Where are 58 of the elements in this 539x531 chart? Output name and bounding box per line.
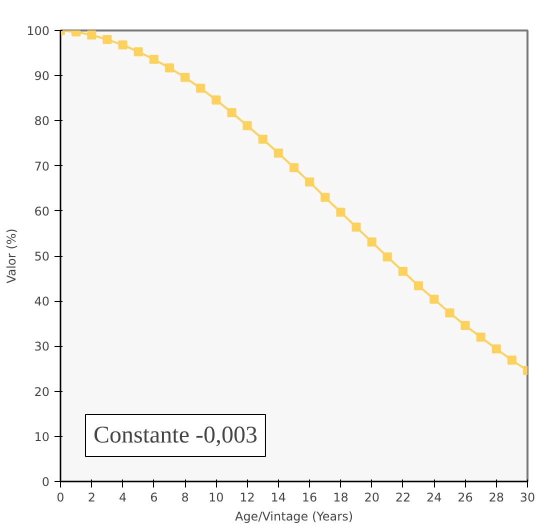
point: [258, 134, 268, 144]
x-tick-label: 8: [181, 490, 189, 504]
y-tick-label: 10: [34, 430, 50, 444]
point: [149, 54, 158, 64]
x-tick-label: 30: [520, 490, 536, 504]
point: [367, 238, 376, 247]
point: [476, 332, 486, 342]
y-tick-label: 80: [34, 114, 50, 128]
point: [164, 63, 174, 72]
y-tick-label: 20: [34, 384, 50, 399]
x-tick-label: 18: [333, 490, 348, 504]
x-tick-label: 26: [458, 490, 473, 504]
x-tick-label: 4: [118, 490, 127, 504]
y-tick-label: 50: [34, 250, 50, 264]
x-axis-title: Age/Vintage (Years): [234, 510, 354, 524]
point: [460, 320, 470, 330]
point: [118, 40, 128, 50]
point: [492, 344, 501, 354]
x-tick-label: 12: [240, 490, 255, 504]
point: [445, 308, 454, 318]
point: [87, 30, 96, 40]
y-tick-label: 60: [34, 204, 50, 218]
y-tick-label: 0: [42, 475, 50, 489]
x-tick-label: 2: [88, 490, 96, 504]
point: [305, 178, 314, 187]
point: [290, 163, 298, 172]
x-tick-label: 10: [208, 490, 224, 504]
x-tick-label: 0: [56, 490, 64, 504]
x-tick-label: 22: [395, 490, 411, 504]
point: [507, 356, 516, 365]
point: [414, 281, 424, 290]
point: [212, 95, 221, 104]
x-tick-label: 6: [150, 490, 158, 504]
y-tick-label: 70: [34, 159, 50, 174]
x-tick-label: 24: [426, 490, 442, 504]
x-tick-label: 28: [488, 490, 504, 504]
y-tick-label: 90: [34, 69, 50, 84]
x-tick-label: 20: [364, 490, 380, 504]
point: [336, 208, 346, 217]
point: [180, 72, 190, 82]
y-tick-label: 100: [26, 24, 50, 38]
point: [320, 192, 330, 202]
point: [227, 108, 236, 118]
point: [274, 148, 283, 158]
point: [196, 84, 206, 93]
point: [352, 222, 361, 232]
point: [242, 121, 252, 130]
point: [398, 266, 408, 276]
y-axis-title: Valor (%): [4, 228, 19, 284]
point: [382, 252, 392, 262]
x-tick-label: 16: [302, 490, 318, 504]
point: [102, 35, 112, 44]
x-tick-label: 14: [270, 490, 286, 504]
annotation: Constante -0,003: [94, 422, 258, 448]
y-tick-label: 30: [34, 340, 50, 354]
y-tick-label: 40: [34, 294, 50, 309]
point: [430, 294, 439, 304]
point: [134, 47, 143, 56]
